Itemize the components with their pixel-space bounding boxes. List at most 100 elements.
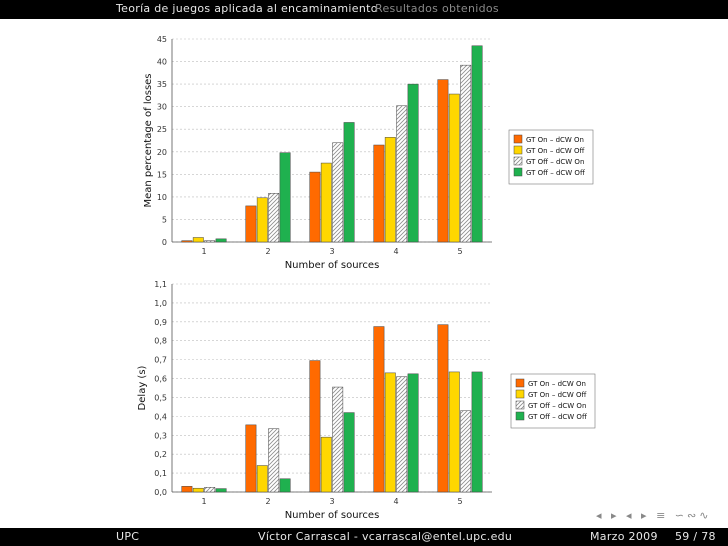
slide-footer-bar: UPC Víctor Carrascal - vcarrascal@entel.…: [0, 528, 728, 546]
bar-2-2: [256, 465, 268, 493]
legend-entry: GT Off – dCW Off: [528, 413, 587, 421]
y-tick-label: 0,6: [154, 375, 167, 384]
bar-2-5: [448, 371, 460, 493]
beamer-navigation-icons[interactable]: ◂ ▸ ◂ ▸ ≡ ∽∾∿: [596, 509, 712, 522]
x-tick-label: 2: [265, 497, 270, 506]
y-tick-label: 1,1: [154, 280, 167, 289]
bar-1-2: [245, 424, 257, 493]
legend-swatch: [515, 378, 525, 388]
bar-1-1: [181, 486, 193, 493]
footer-author: Víctor Carrascal - vcarrascal@entel.upc.…: [258, 530, 513, 543]
bar-2-1: [192, 487, 204, 493]
bar-1-1: [181, 240, 193, 243]
legend-entry: GT Off – dCW Off: [526, 169, 585, 177]
bar-1-5: [437, 79, 449, 243]
y-tick-label: 25: [157, 125, 167, 134]
y-tick-label: 45: [157, 35, 167, 44]
bar-1-3: [309, 360, 321, 493]
x-tick-label: 4: [393, 497, 398, 506]
y-tick-label: 0,7: [154, 356, 167, 365]
x-tick-label: 5: [457, 247, 462, 256]
y-tick-label: 40: [157, 58, 167, 67]
bar-1-5: [437, 324, 449, 493]
bar-2-5: [448, 93, 460, 243]
bar-3-2: [268, 428, 280, 493]
y-axis-label: Delay (s): [137, 365, 148, 410]
x-axis-label: Number of sources: [285, 510, 380, 521]
bar-3-2: [268, 193, 280, 243]
bar-2-3: [320, 162, 332, 243]
legend-swatch: [513, 134, 523, 144]
x-tick-label: 1: [201, 497, 206, 506]
y-tick-label: 15: [157, 170, 167, 179]
slide-header-bar: Teoría de juegos aplicada al encaminamie…: [0, 0, 728, 19]
legend-entry: GT Off – dCW On: [528, 402, 586, 410]
bar-4-5: [471, 371, 483, 493]
bar-3-4: [396, 376, 408, 493]
y-tick-label: 0,9: [154, 318, 167, 327]
x-tick-label: 4: [393, 247, 398, 256]
y-tick-label: 0,4: [154, 412, 167, 421]
y-tick-label: 0,3: [154, 431, 167, 440]
section-title[interactable]: Teoría de juegos aplicada al encaminamie…: [116, 2, 378, 15]
x-axis-label: Number of sources: [285, 260, 380, 271]
footer-date: Marzo 2009: [590, 530, 658, 543]
y-tick-label: 20: [157, 148, 167, 157]
footer-institution: UPC: [116, 530, 140, 543]
bar-1-3: [309, 171, 321, 243]
legend-entry: GT On – dCW On: [526, 136, 584, 144]
legend-box: [508, 129, 594, 185]
subsection-title[interactable]: Resultados obtenidos: [375, 2, 499, 15]
x-tick-label: 1: [201, 247, 206, 256]
bar-4-2: [279, 478, 291, 493]
bar-4-1: [215, 238, 227, 243]
x-tick-label: 2: [265, 247, 270, 256]
bar-3-3: [332, 142, 344, 243]
bar-2-4: [384, 372, 396, 493]
bar-3-1: [204, 240, 216, 243]
y-tick-label: 0,8: [154, 337, 167, 346]
bar-2-1: [192, 237, 204, 243]
bar-3-4: [396, 105, 408, 243]
y-tick-label: 10: [157, 193, 167, 202]
x-tick-label: 3: [329, 247, 334, 256]
y-tick-label: 0,5: [154, 393, 167, 402]
bar-3-5: [460, 64, 472, 243]
bar-4-1: [215, 488, 227, 493]
y-tick-label: 5: [162, 215, 167, 224]
bar-4-3: [343, 412, 355, 493]
y-tick-label: 0,2: [154, 450, 167, 459]
legend-swatch: [513, 167, 523, 177]
y-axis-label: Mean percentage of losses: [143, 73, 154, 207]
footer-page-number: 59 / 78: [675, 530, 716, 543]
bar-1-4: [373, 144, 385, 243]
bar-2-2: [256, 197, 268, 243]
bar-4-2: [279, 152, 291, 243]
bar-2-4: [384, 137, 396, 243]
legend-swatch: [515, 411, 525, 421]
legend-swatch: [515, 389, 525, 399]
legend-entry: GT On – dCW On: [528, 380, 586, 388]
legend-entry: GT On – dCW Off: [526, 147, 585, 155]
bar-3-3: [332, 386, 344, 493]
legend-swatch: [513, 145, 523, 155]
bar-4-3: [343, 122, 355, 243]
bar-3-5: [460, 410, 472, 493]
x-tick-label: 5: [457, 497, 462, 506]
bar-2-3: [320, 436, 332, 493]
bar-1-2: [245, 205, 257, 243]
y-tick-label: 0: [162, 238, 167, 247]
delay-bar-chart: 0,0 0,1 0,2 0,3 0,4 0,5 0,6 0,7 0,8 0,9 1,0 1,1 1 2 3 4…: [137, 280, 596, 521]
bar-3-1: [204, 487, 216, 493]
y-tick-label: 1,0: [154, 299, 167, 308]
y-tick-label: 30: [157, 103, 167, 112]
legend-entry: GT Off – dCW On: [526, 158, 584, 166]
legend-box: [510, 373, 596, 429]
bar-4-4: [407, 373, 419, 493]
legend-entry: GT On – dCW Off: [528, 391, 587, 399]
bar-1-4: [373, 326, 385, 493]
x-tick-label: 3: [329, 497, 334, 506]
y-tick-label: 0,1: [154, 469, 167, 478]
legend-swatch: [513, 156, 523, 166]
